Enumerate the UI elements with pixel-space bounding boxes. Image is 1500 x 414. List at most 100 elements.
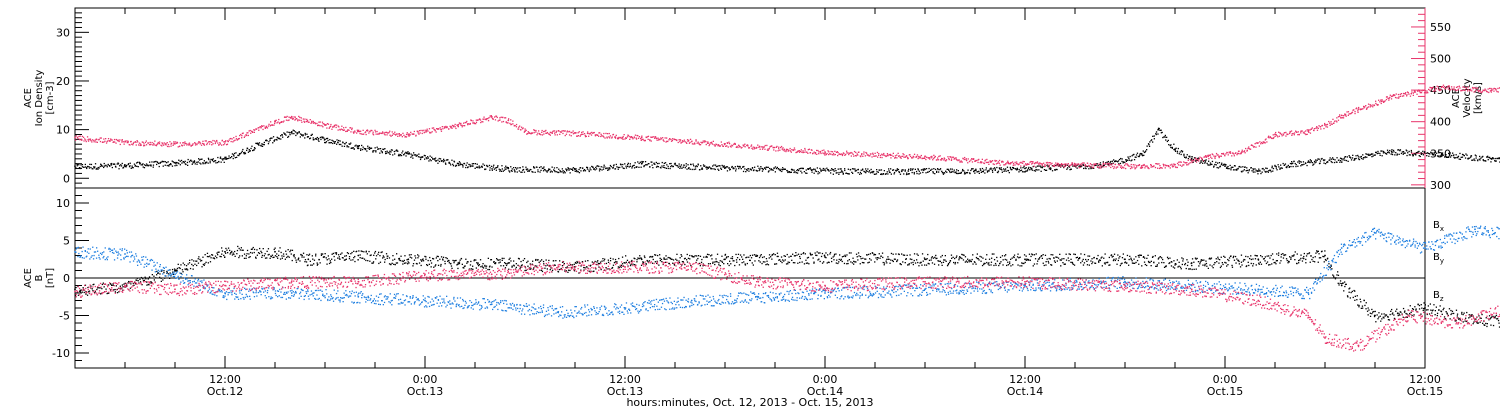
velocity-dot (451, 128, 452, 129)
velocity-dot (910, 156, 911, 157)
density-dot (922, 172, 923, 173)
velocity-dot (326, 127, 327, 128)
density-dot (1241, 171, 1242, 172)
velocity-dot (1443, 85, 1444, 86)
density-dot (1168, 140, 1169, 141)
density-dot (587, 167, 588, 168)
velocity-dot (1054, 166, 1055, 167)
density-dot (1221, 163, 1222, 164)
velocity-dot (1025, 163, 1026, 164)
velocity-dot (1195, 158, 1196, 159)
velocity-dot (1429, 90, 1430, 91)
density-dot (80, 168, 81, 169)
density-dot (1465, 153, 1466, 154)
density-dot (950, 168, 951, 169)
velocity-dot (159, 141, 160, 142)
density-dot (926, 168, 927, 169)
velocity-dot (587, 133, 588, 134)
velocity-dot (896, 155, 897, 156)
velocity-dot (926, 157, 927, 158)
density-dot (693, 164, 694, 165)
density-dot (118, 163, 119, 164)
velocity-dot (956, 159, 957, 160)
density-dot (1403, 151, 1404, 152)
velocity-dot (184, 145, 185, 146)
velocity-dot (235, 136, 236, 137)
density-dot (865, 168, 866, 169)
velocity-dot (360, 131, 361, 132)
velocity-dot (265, 128, 266, 129)
density-dot (212, 160, 213, 161)
density-dot (858, 172, 859, 173)
velocity-dot (1325, 126, 1326, 127)
density-dot (1472, 160, 1473, 161)
density-dot (543, 168, 544, 169)
density-dot (625, 166, 626, 167)
density-dot (1001, 167, 1002, 168)
velocity-dot (856, 155, 857, 156)
density-dot (1393, 150, 1394, 151)
velocity-dot (1485, 90, 1486, 91)
velocity-dot (1387, 96, 1388, 97)
density-dot (479, 166, 480, 167)
velocity-dot (144, 145, 145, 146)
density-dot (588, 169, 589, 170)
velocity-dot (1488, 92, 1489, 93)
velocity-dot (363, 134, 364, 135)
density-dot (1327, 161, 1328, 162)
velocity-dot (1202, 158, 1203, 159)
velocity-dot (127, 142, 128, 143)
velocity-dot-point (274, 121, 276, 123)
density-dot (340, 144, 341, 145)
density-dot (1474, 160, 1475, 161)
density-dot (1443, 155, 1444, 156)
velocity-dot (466, 121, 467, 122)
density-dot (228, 155, 229, 156)
density-dot (514, 169, 515, 170)
density-dot (1451, 155, 1452, 156)
velocity-dot (854, 151, 855, 152)
velocity-dot (462, 126, 463, 127)
velocity-dot (92, 139, 93, 140)
density-dot (233, 155, 234, 156)
velocity-dot (120, 144, 121, 145)
density-dot (921, 169, 922, 170)
density-dot (1077, 168, 1078, 169)
density-dot (773, 170, 774, 171)
density-dot (471, 165, 472, 166)
density-dot (200, 163, 201, 164)
density-dot (170, 164, 171, 165)
velocity-dot (356, 132, 357, 133)
density-dot (1391, 154, 1392, 155)
velocity-dot (830, 154, 831, 155)
velocity-dot (451, 126, 452, 127)
density-dot (174, 165, 175, 166)
velocity-dot (1235, 152, 1236, 153)
density-dot (819, 168, 820, 169)
velocity-dot (684, 141, 685, 142)
velocity-dot (375, 131, 376, 132)
velocity-dot (1065, 163, 1066, 164)
density-dot-point (1341, 158, 1343, 160)
velocity-dot (520, 129, 521, 130)
density-dot (1145, 151, 1146, 152)
density-dot (1020, 167, 1021, 168)
density-dot (1251, 170, 1252, 171)
velocity-dot (1348, 115, 1349, 116)
density-dot (654, 164, 655, 165)
velocity-dot-point (491, 116, 493, 118)
density-dot (415, 154, 416, 155)
velocity-dot (1313, 130, 1314, 131)
velocity-dot (970, 160, 971, 161)
density-dot (1313, 164, 1314, 165)
velocity-dot (818, 151, 819, 152)
velocity-dot (768, 150, 769, 151)
velocity-dot (955, 157, 956, 158)
velocity-dot (1014, 164, 1015, 165)
density-dot (519, 167, 520, 168)
density-dot (1334, 159, 1335, 160)
density-dot (817, 167, 818, 168)
density-dot (1344, 160, 1345, 161)
density-dot (888, 168, 889, 169)
velocity-dot (432, 128, 433, 129)
